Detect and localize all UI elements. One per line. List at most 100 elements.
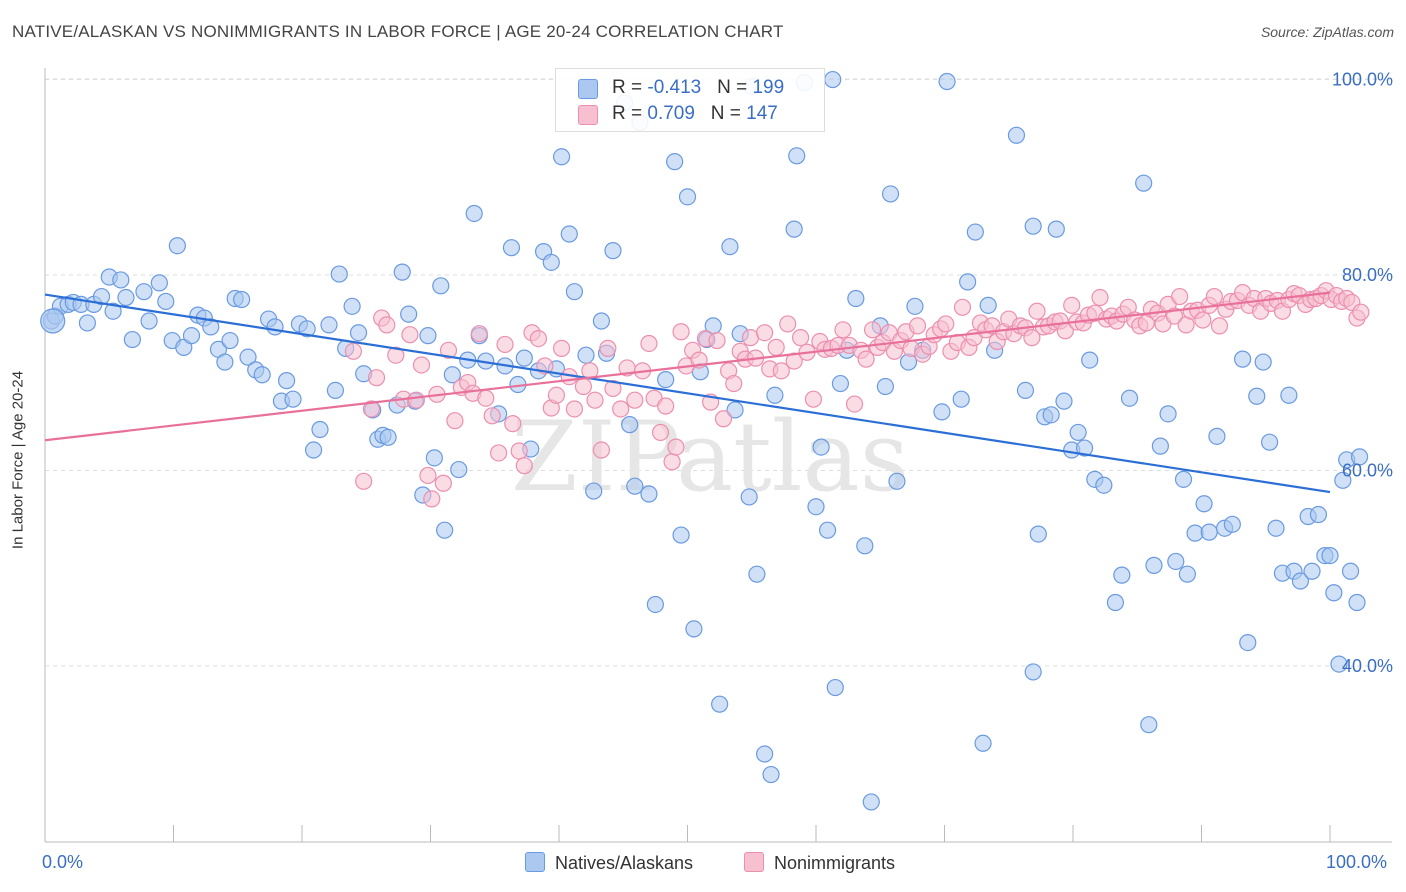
nonimmigrants-point-124 xyxy=(1091,288,1109,307)
nonimmigrants-point-5 xyxy=(378,316,396,334)
natives-point-171 xyxy=(1239,633,1257,652)
nonimmigrants-point-72 xyxy=(791,329,810,347)
nonimmigrants-point-119 xyxy=(1063,296,1081,314)
legend-item-natives[interactable]: Natives/Alaskans xyxy=(525,852,693,874)
nonimmigrants-point-21 xyxy=(477,389,495,407)
nonimmigrants-point-41 xyxy=(604,379,622,398)
natives-point-156 xyxy=(1135,174,1153,192)
natives-point-37 xyxy=(284,390,302,408)
natives-point-29 xyxy=(233,290,251,309)
nonimmigrants-point-44 xyxy=(626,391,644,409)
nonimmigrants-point-1 xyxy=(355,472,373,490)
nonimmigrants-point-100 xyxy=(953,298,972,316)
y-tick-label-40: 40.0% xyxy=(1342,656,1393,676)
natives-point-108 xyxy=(762,765,780,784)
nonimmigrants-point-112 xyxy=(1023,329,1041,347)
natives-point-47 xyxy=(349,324,368,342)
nonimmigrants-point-97 xyxy=(937,315,955,333)
natives-point-114 xyxy=(812,438,830,456)
nonimmigrants-r-value: 0.709 xyxy=(647,103,695,124)
natives-point-150 xyxy=(1081,351,1099,369)
natives-point-139 xyxy=(1016,381,1035,399)
natives-point-21 xyxy=(182,327,201,345)
natives-point-55 xyxy=(400,305,418,323)
natives-point-58 xyxy=(419,327,437,345)
nonimmigrants-point-49 xyxy=(657,397,675,415)
nonimmigrants-point-144 xyxy=(1205,287,1223,306)
natives-point-154 xyxy=(1113,566,1131,584)
natives-point-17 xyxy=(157,292,175,311)
natives-point-118 xyxy=(831,374,850,393)
natives-point-70 xyxy=(502,239,521,257)
natives-point-26 xyxy=(216,353,234,371)
natives-point-81 xyxy=(577,346,595,364)
natives-point-122 xyxy=(862,793,880,811)
natives-point-130 xyxy=(933,403,951,421)
legend-item-nonimmigrants[interactable]: Nonimmigrants xyxy=(744,852,895,874)
natives-point-60 xyxy=(432,277,450,295)
natives-point-85 xyxy=(604,242,622,260)
natives-point-152 xyxy=(1095,476,1113,494)
natives-point-72 xyxy=(515,349,533,367)
y-tick-label-80: 80.0% xyxy=(1342,265,1393,285)
natives-point-95 xyxy=(678,188,697,206)
natives-point-133 xyxy=(959,273,977,291)
natives-point-165 xyxy=(1195,495,1213,513)
natives-point-large xyxy=(40,308,66,334)
natives-point-43 xyxy=(326,381,345,399)
nonimmigrants-point-58 xyxy=(708,331,726,350)
nonimmigrants-point-25 xyxy=(504,415,522,433)
natives-point-13 xyxy=(123,330,141,349)
natives-point-12 xyxy=(117,288,135,307)
natives-point-128 xyxy=(906,297,924,315)
natives-point-65 xyxy=(465,204,483,223)
natives-point-145 xyxy=(1047,220,1065,238)
natives-point-113 xyxy=(807,498,825,516)
natives-point-34 xyxy=(266,318,284,336)
natives-point-107 xyxy=(755,745,774,763)
natives-point-121 xyxy=(856,537,874,555)
natives-r-value: -0.413 xyxy=(647,77,702,98)
natives-point-54 xyxy=(393,263,411,281)
natives-point-160 xyxy=(1159,405,1177,423)
nonimmigrants-point-137 xyxy=(1165,307,1184,325)
natives-point-32 xyxy=(253,366,271,384)
nonimmigrants-point-33 xyxy=(552,339,571,357)
nonimmigrants-point-138 xyxy=(1171,287,1189,306)
natives-point-15 xyxy=(140,312,158,330)
natives-point-46 xyxy=(343,297,361,315)
natives-point-115 xyxy=(818,521,837,539)
nonimmigrants-point-10 xyxy=(412,356,431,374)
legend-natives-label: Natives/Alaskans xyxy=(555,853,694,873)
natives-point-39 xyxy=(298,320,316,338)
natives-point-167 xyxy=(1208,427,1226,445)
natives-point-148 xyxy=(1069,423,1087,442)
natives-point-101 xyxy=(721,238,739,256)
nonimmigrants-point-35 xyxy=(565,400,584,418)
natives-n-label: N = xyxy=(717,77,753,98)
natives-point-166 xyxy=(1200,523,1218,541)
nonimmigrants-point-39 xyxy=(592,441,611,459)
nonimmigrants-point-46 xyxy=(640,334,658,353)
natives-point-177 xyxy=(1280,386,1298,404)
nonimmigrants-point-61 xyxy=(725,374,743,393)
nonimmigrants-point-50 xyxy=(663,453,681,471)
nonimmigrants-point-70 xyxy=(779,315,797,333)
natives-point-182 xyxy=(1309,505,1328,524)
natives-point-42 xyxy=(320,316,338,334)
natives-point-188 xyxy=(1341,562,1360,580)
nonimmigrants-point-9 xyxy=(407,391,425,409)
nonimmigrants-r-label: R = xyxy=(612,103,648,124)
natives-point-109 xyxy=(766,386,784,404)
nonimmigrants-point-71 xyxy=(785,352,803,370)
natives-point-24 xyxy=(202,318,220,336)
natives-point-19 xyxy=(168,237,186,255)
nonimmigrants-n-label: N = xyxy=(710,103,747,124)
y-tick-labels: 40.0% 60.0% 80.0% 100.0% xyxy=(1332,70,1393,676)
natives-point-41 xyxy=(311,420,329,439)
natives-point-141 xyxy=(1024,663,1042,681)
natives-point-92 xyxy=(657,371,675,389)
natives-point-170 xyxy=(1234,350,1252,368)
y-tick-label-60: 60.0% xyxy=(1342,461,1393,481)
